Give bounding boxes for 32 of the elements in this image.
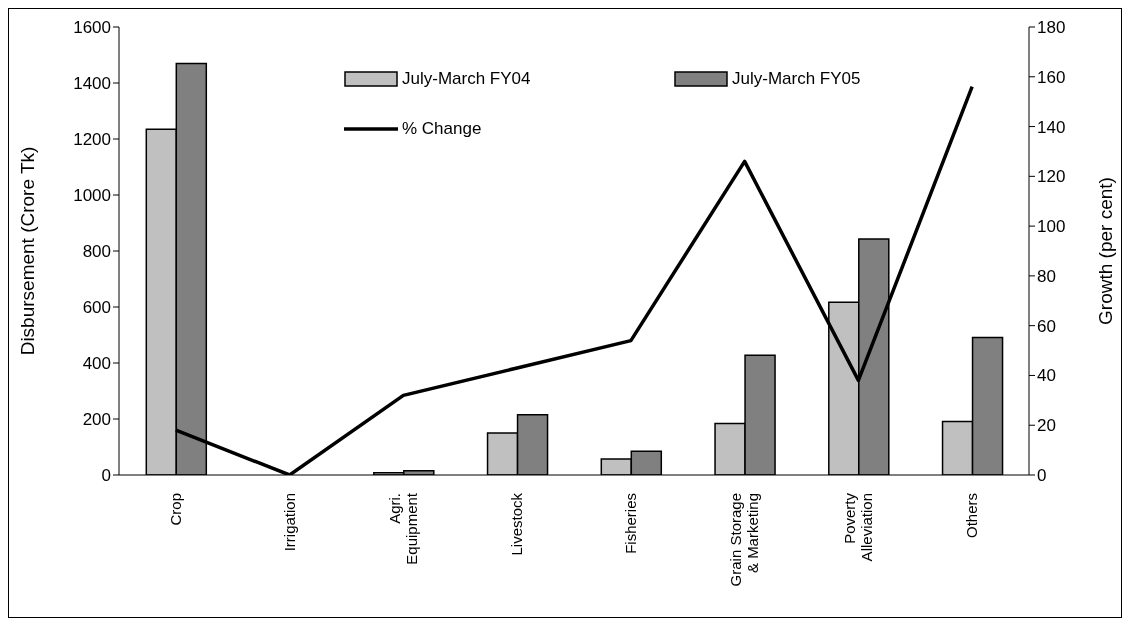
y2-axis-title: Growth (per cent) — [1094, 177, 1116, 325]
x-tick-label: Fisheries — [621, 493, 639, 554]
x-tick-label: Agri. Equipment — [385, 492, 420, 565]
y-axis-title: Disbursement (Crore Tk) — [16, 146, 38, 356]
y2-tick-label: 80 — [1037, 266, 1056, 286]
y-tick-label: 600 — [82, 298, 111, 318]
x-tick-label: Grain Storage & Marketing — [727, 493, 762, 587]
y-tick-label: 0 — [101, 466, 111, 486]
y-tick-label: 1600 — [73, 18, 111, 38]
y-tick-label: 800 — [82, 242, 111, 262]
y-tick-label: 1200 — [73, 130, 111, 150]
y-tick-label: 1000 — [73, 186, 111, 206]
y2-tick-label: 140 — [1037, 117, 1066, 137]
x-tick-label: Poverty Alleviation — [840, 492, 875, 562]
y2-tick-label: 160 — [1037, 67, 1066, 87]
y2-tick-label: 100 — [1037, 217, 1066, 237]
y2-tick-label: 20 — [1037, 416, 1056, 436]
x-tick-label: Irrigation — [280, 493, 298, 552]
y-tick-label: 200 — [82, 410, 111, 430]
y2-tick-label: 120 — [1037, 167, 1066, 187]
x-tick-label: Crop — [166, 493, 184, 526]
y2-tick-label: 40 — [1037, 366, 1056, 386]
legend-label: July-March FY04 — [402, 69, 531, 89]
y2-tick-label: 60 — [1037, 316, 1056, 336]
x-tick-label: Livestock — [508, 492, 526, 556]
y2-tick-label: 0 — [1037, 466, 1047, 486]
legend-label: July-March FY05 — [732, 69, 861, 89]
y-tick-label: 1400 — [73, 74, 111, 94]
y-tick-label: 400 — [82, 354, 111, 374]
x-tick-label: Others — [963, 493, 981, 539]
legend-label: % Change — [402, 119, 482, 139]
y2-tick-label: 180 — [1037, 18, 1066, 38]
